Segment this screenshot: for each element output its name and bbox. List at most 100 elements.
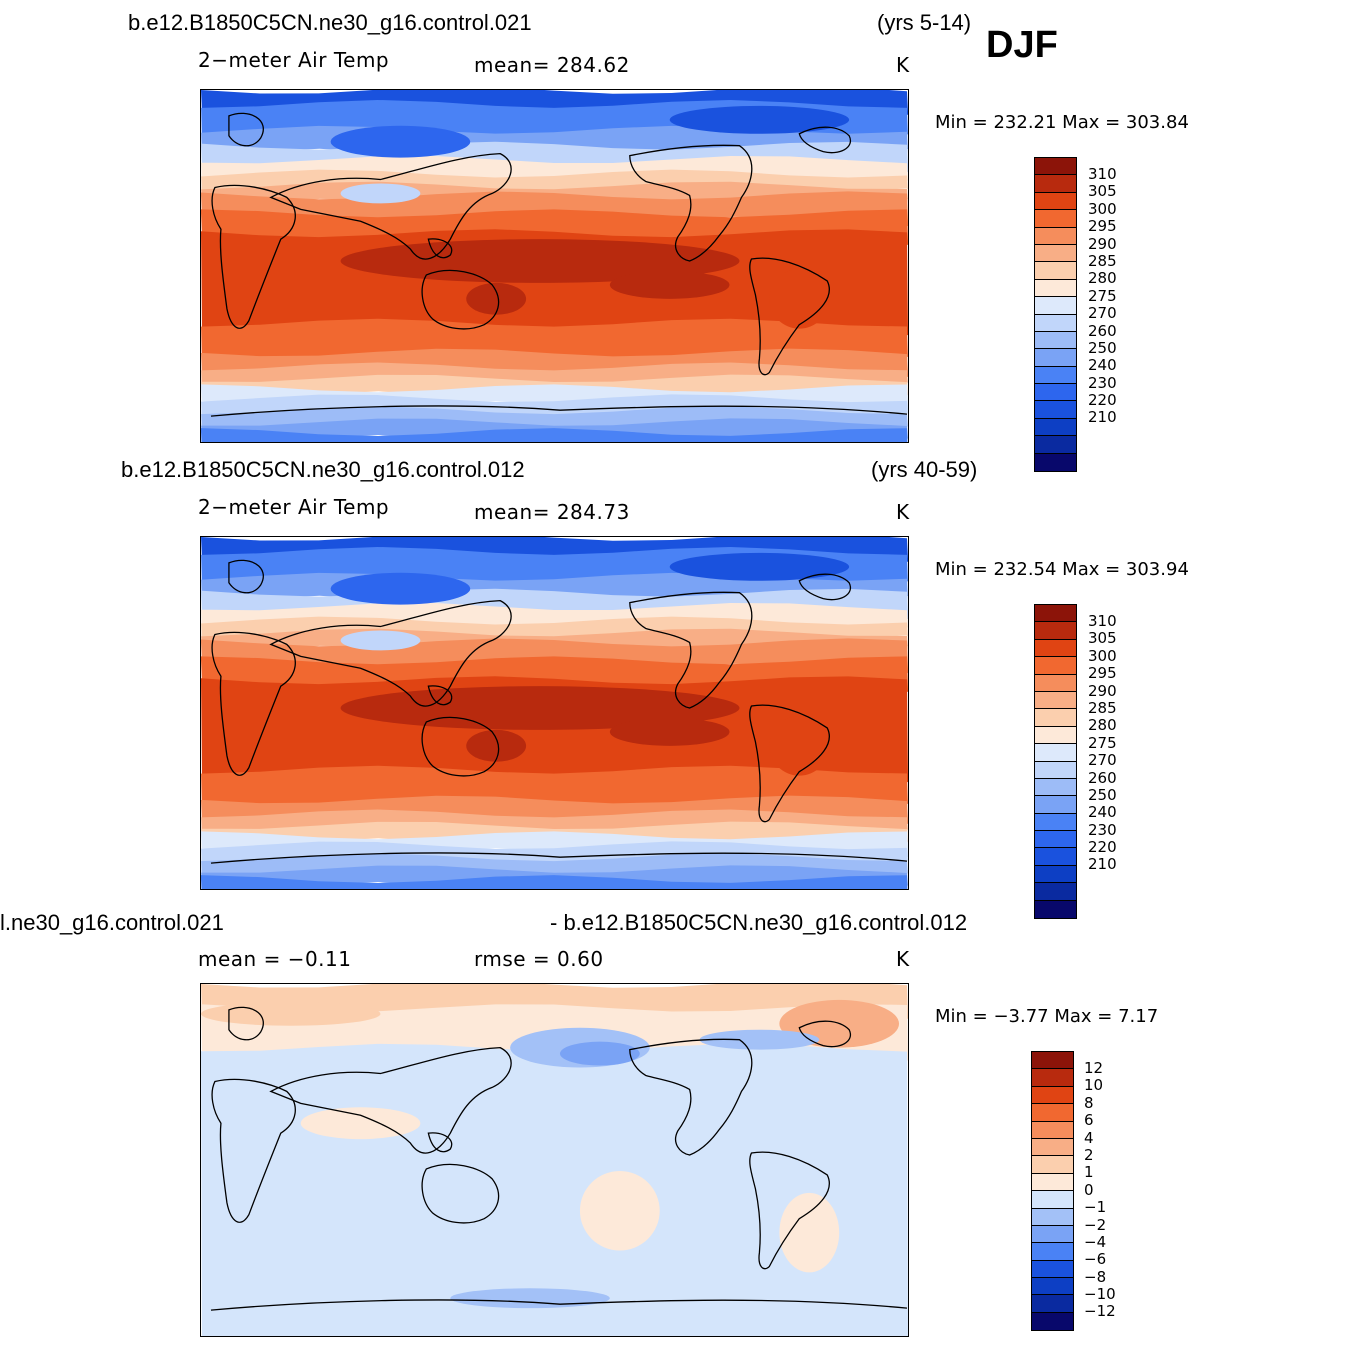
coastline	[798, 1020, 852, 1048]
colorbar-tick-label: 290	[1088, 234, 1117, 253]
panel1-colorbar-labels: 310 305 300 295 290 285 280 275 270 260 250 240 230 2…	[1088, 165, 1117, 427]
coastline	[269, 1046, 512, 1154]
coastline	[629, 144, 753, 262]
colorbar-swatch	[1035, 262, 1076, 280]
coastline	[427, 1132, 453, 1153]
panel2-variable: 2−meter Air Temp	[198, 495, 390, 519]
field-patch	[579, 1170, 660, 1251]
field-patch	[769, 268, 830, 329]
panel3-minmax: Min = −3.77 Max = 7.17	[935, 1006, 1159, 1027]
colorbar-swatch	[1035, 418, 1076, 437]
colorbar-tick-label: 285	[1088, 698, 1117, 717]
colorbar-tick-label: 8	[1084, 1093, 1094, 1112]
colorbar-tick-label: 270	[1088, 304, 1117, 323]
colorbar-tick-label: 260	[1088, 768, 1117, 787]
field-band	[201, 795, 908, 827]
panel2-mean: mean= 284.73	[474, 500, 630, 524]
colorbar-swatch	[1035, 865, 1076, 884]
coastline	[629, 1038, 753, 1156]
colorbar-swatch	[1035, 436, 1076, 454]
panel2-units: K	[896, 500, 910, 524]
colorbar-tick-label: 310	[1088, 612, 1117, 630]
colorbar-tick-label: −1	[1084, 1198, 1107, 1217]
field-patch	[466, 282, 527, 315]
colorbar-swatch	[1035, 401, 1076, 419]
colorbar-swatch	[1032, 1173, 1073, 1192]
panel1-map-svg	[201, 90, 908, 442]
colorbar-tick-label: 250	[1088, 785, 1117, 804]
colorbar-swatch	[1035, 813, 1076, 832]
colorbar-swatch	[1035, 848, 1076, 866]
panel2-map-svg	[201, 537, 908, 889]
coastline	[421, 269, 500, 330]
coastline	[211, 1078, 296, 1223]
coastline	[629, 591, 753, 709]
colorbar-swatch	[1035, 297, 1076, 315]
field-patch	[340, 630, 421, 651]
colorbar-tick-label: 230	[1088, 373, 1117, 392]
colorbar-tick-label: 300	[1088, 199, 1117, 218]
colorbar-swatch	[1032, 1243, 1073, 1261]
colorbar-swatch	[1032, 1208, 1073, 1226]
colorbar-swatch	[1035, 244, 1076, 263]
colorbar-tick-label: −2	[1084, 1215, 1107, 1234]
colorbar-swatch	[1032, 1121, 1073, 1139]
colorbar-tick-label: 230	[1088, 820, 1117, 839]
field-patch	[669, 552, 850, 581]
field-patch	[340, 183, 421, 204]
panel1-mean: mean= 284.62	[474, 53, 630, 77]
field-band	[201, 537, 908, 564]
colorbar-tick-label: 210	[1088, 855, 1117, 874]
colorbar-swatch	[1035, 175, 1076, 193]
panel3-map	[200, 983, 909, 1337]
colorbar-tick-label: 295	[1088, 217, 1117, 236]
colorbar-tick-label: 2	[1084, 1145, 1094, 1164]
coastline	[228, 112, 264, 147]
coastline	[210, 405, 908, 417]
coastline	[269, 152, 512, 260]
panel3-rmse: rmse = 0.60	[474, 947, 604, 971]
coastline	[798, 573, 852, 601]
colorbar-tick-label: −12	[1084, 1302, 1116, 1321]
coastline	[269, 599, 512, 707]
colorbar-swatch	[1035, 158, 1076, 176]
colorbar-tick-label: 295	[1088, 664, 1117, 683]
panel3-case-right: - b.e12.B1850C5CN.ne30_g16.control.012	[550, 910, 968, 935]
colorbar-tick-label: 0	[1084, 1180, 1094, 1199]
colorbar-tick-label: 240	[1088, 803, 1117, 822]
field-patch	[669, 105, 850, 134]
coastline	[210, 852, 908, 864]
colorbar-swatch	[1035, 726, 1076, 745]
colorbar-swatch	[1032, 1312, 1073, 1331]
field-patch	[769, 715, 830, 776]
colorbar-tick-label: 6	[1084, 1111, 1094, 1130]
colorbar-tick-label: 275	[1088, 286, 1117, 305]
panel2-colorbar	[1034, 604, 1077, 920]
colorbar-swatch	[1035, 674, 1076, 692]
field-patch	[330, 125, 471, 158]
coastline	[749, 257, 830, 376]
colorbar-swatch	[1035, 331, 1076, 350]
colorbar-swatch	[1035, 210, 1076, 228]
colorbar-swatch	[1032, 1069, 1073, 1087]
panel3-map-svg	[201, 984, 908, 1336]
field-patch	[340, 686, 740, 730]
panel2-case-title: b.e12.B1850C5CN.ne30_g16.control.012	[121, 457, 525, 482]
colorbar-tick-label: 300	[1088, 646, 1117, 665]
colorbar-swatch	[1035, 227, 1076, 245]
coastline	[228, 559, 264, 594]
colorbar-swatch	[1032, 1138, 1073, 1157]
colorbar-swatch	[1032, 1225, 1073, 1244]
colorbar-swatch	[1035, 453, 1076, 472]
panel2-years: (yrs 40-59)	[871, 457, 978, 482]
panel1-case-title: b.e12.B1850C5CN.ne30_g16.control.021	[128, 10, 532, 35]
panel1-map	[200, 89, 909, 443]
colorbar-tick-label: 12	[1084, 1059, 1104, 1077]
field-patch	[699, 1029, 820, 1050]
colorbar-tick-label: 220	[1088, 838, 1117, 857]
field-band	[201, 428, 908, 442]
coastline	[211, 184, 296, 329]
colorbar-tick-label: −4	[1084, 1232, 1107, 1251]
colorbar-tick-label: 310	[1088, 165, 1117, 183]
panel3-colorbar	[1031, 1051, 1074, 1332]
